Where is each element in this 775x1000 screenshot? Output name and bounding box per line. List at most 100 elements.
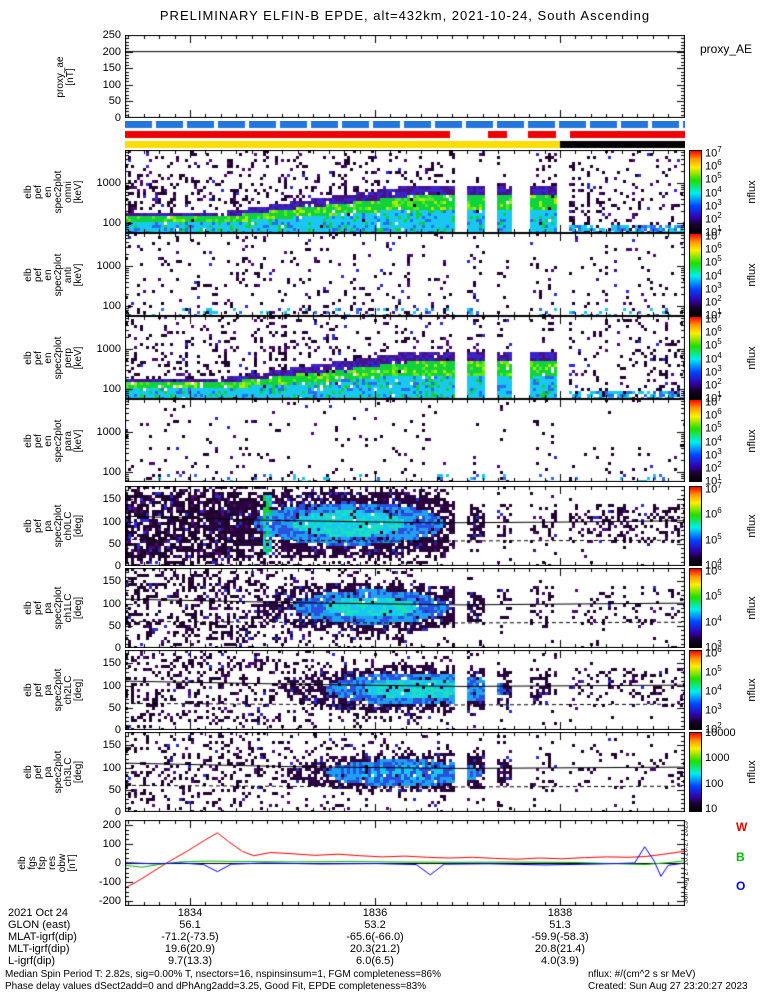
colorbar-ch3-label-2: 100 bbox=[705, 777, 724, 790]
panel-perp-canvas bbox=[125, 316, 685, 399]
time-tick-1: 1836 bbox=[362, 907, 388, 919]
panel-anti-canvas bbox=[125, 233, 685, 316]
l-1: 6.0(6.5) bbox=[356, 955, 394, 967]
panel-omni-ytick-1000: 1000 bbox=[96, 177, 121, 190]
colorbar-perp-label-5: 102 bbox=[705, 376, 722, 392]
panel-wave-ytick-0: 0 bbox=[114, 857, 121, 869]
panel-proxy-canvas bbox=[125, 35, 685, 118]
colorbar-ch3-label-0: 10000 bbox=[705, 727, 736, 739]
panel-wave-ytick-100: 100 bbox=[102, 837, 121, 850]
colorbar-perp-label-2: 105 bbox=[705, 337, 722, 352]
panel-ch1-ytick-50: 50 bbox=[108, 619, 121, 632]
panel-ch2-ytick-50: 50 bbox=[108, 701, 121, 714]
colorbar-omni-units: nflux bbox=[746, 179, 758, 204]
colorbar-ch1-label-0: 106 bbox=[705, 563, 722, 578]
colorbar-perp-label-0: 107 bbox=[705, 311, 722, 326]
panel-omni-ytick-100: 100 bbox=[102, 216, 121, 229]
colorbar-anti-label-0: 107 bbox=[705, 228, 722, 243]
panel-ch2-canvas bbox=[125, 650, 685, 730]
colorbar-para-units: nflux bbox=[746, 428, 758, 453]
colorbar-para-label-1: 106 bbox=[705, 407, 722, 422]
glon-1: 53.2 bbox=[364, 919, 386, 931]
colorbar-ch3-label-1: 1000 bbox=[705, 752, 730, 765]
panel-para-ytick-100: 100 bbox=[102, 465, 121, 478]
colorbar-anti-label-6: 101 bbox=[705, 307, 722, 322]
mlt-2: 20.8(21.4) bbox=[534, 943, 586, 955]
colorbar-ch0-label-1: 106 bbox=[705, 506, 722, 521]
footer-line-1: Median Spin Period T: 2.82s, sig=0.00% T… bbox=[5, 969, 441, 980]
legend-b: B bbox=[736, 850, 745, 864]
panel-anti-ytick-100: 100 bbox=[102, 299, 121, 312]
colorbar-para-label-5: 102 bbox=[705, 459, 722, 475]
date-label: 2021 Oct 24 bbox=[8, 907, 68, 919]
colorbar-ch1-label-3: 103 bbox=[705, 639, 722, 654]
mlat-2: -59.9(-58.3) bbox=[531, 931, 589, 943]
colorbar-para-label-4: 103 bbox=[705, 446, 722, 462]
mlt-1: 20.3(21.2) bbox=[349, 943, 401, 955]
panel-proxy-ytick-50: 50 bbox=[108, 95, 121, 108]
row-label-l: L-igrf(dip) bbox=[8, 955, 56, 967]
colorbar-ch2-label-1: 105 bbox=[705, 664, 722, 679]
colorbar-ch1-label-1: 105 bbox=[705, 588, 722, 603]
panel-wave-ytick--200: -200 bbox=[98, 895, 121, 908]
mlt-0: 19.6(20.9) bbox=[164, 943, 216, 955]
colorbar-ch3-units: nflux bbox=[746, 760, 758, 784]
colorbar-ch2-label-2: 104 bbox=[705, 683, 722, 698]
colorbar-para-label-3: 104 bbox=[705, 433, 722, 449]
colorbar-omni-label-2: 105 bbox=[705, 171, 722, 186]
row-label-mlat: MLAT-igrf(dip) bbox=[8, 931, 77, 943]
colorbar-ch0-label-2: 105 bbox=[705, 531, 722, 547]
legend-o: O bbox=[736, 879, 746, 893]
l-0: 9.7(13.3) bbox=[167, 955, 213, 967]
panel-para-ytick-1000: 1000 bbox=[96, 426, 121, 439]
mlat-1: -65.6(-66.0) bbox=[346, 931, 404, 943]
colorbar-perp bbox=[689, 316, 702, 399]
proxy-ae-right-label: proxy_AE bbox=[700, 42, 753, 56]
colorbar-perp-label-1: 106 bbox=[705, 324, 722, 339]
panel-omni-canvas bbox=[125, 150, 685, 233]
colorbar-omni-label-0: 107 bbox=[705, 145, 722, 160]
panel-ch3-ytick-50: 50 bbox=[108, 783, 121, 796]
panel-ch0-ytick-0: 0 bbox=[114, 560, 121, 572]
colorbar-omni-label-4: 103 bbox=[705, 197, 722, 213]
colorbar-para-label-6: 101 bbox=[705, 473, 722, 488]
l-2: 4.0(3.9) bbox=[541, 955, 579, 967]
colorbar-ch2-label-3: 103 bbox=[705, 702, 722, 717]
colorbar-anti-units: nflux bbox=[746, 262, 758, 287]
colorbar-perp-label-4: 103 bbox=[705, 363, 722, 379]
colorbar-ch3-label-3: 10 bbox=[705, 803, 718, 815]
panel-anti-ytick-1000: 1000 bbox=[96, 260, 121, 273]
panel-proxy-ytick-250: 250 bbox=[102, 29, 121, 41]
panel-ch2-ytick-100: 100 bbox=[102, 679, 121, 692]
panel-ch1-ytick-100: 100 bbox=[102, 597, 121, 610]
colorbar-omni-label-6: 101 bbox=[705, 224, 722, 239]
panel-proxy-ytick-150: 150 bbox=[102, 62, 121, 75]
colorbar-para bbox=[689, 399, 702, 482]
panel-ch0-ytick-50: 50 bbox=[108, 537, 121, 550]
colorbar-omni bbox=[689, 150, 702, 233]
time-tick-0: 1834 bbox=[177, 907, 203, 919]
colorbar-ch0 bbox=[689, 486, 702, 566]
colorbar-ch3 bbox=[689, 732, 702, 812]
colorbar-perp-label-6: 101 bbox=[705, 390, 722, 405]
panel-ch3-ytick-100: 100 bbox=[102, 761, 121, 774]
colorbar-omni-label-5: 102 bbox=[705, 210, 722, 226]
panel-ch3-ytick-0: 0 bbox=[114, 806, 121, 818]
colorbar-ch1-units: nflux bbox=[746, 596, 758, 620]
panel-para-canvas bbox=[125, 399, 685, 482]
panel-proxy-ytick-0: 0 bbox=[114, 112, 121, 124]
colorbar-omni-label-3: 104 bbox=[705, 184, 722, 200]
colorbar-anti-label-1: 106 bbox=[705, 241, 722, 256]
colorbar-omni-label-1: 106 bbox=[705, 158, 722, 173]
panel-ch3-canvas bbox=[125, 732, 685, 812]
colorbar-ch0-units: nflux bbox=[746, 514, 758, 538]
colorbar-anti-label-3: 104 bbox=[705, 267, 722, 283]
colorbar-ch0-label-0: 107 bbox=[705, 481, 722, 496]
panel-ch2-ytick-0: 0 bbox=[114, 724, 121, 736]
panel-ch2-ytick-150: 150 bbox=[102, 657, 121, 670]
colorbar-ch2-label-4: 102 bbox=[705, 721, 722, 736]
colorbar-ch0-label-3: 104 bbox=[705, 557, 722, 572]
legend-w: W bbox=[736, 820, 748, 834]
time-tick-2: 1838 bbox=[547, 907, 573, 919]
colorbar-anti-label-2: 105 bbox=[705, 254, 722, 269]
